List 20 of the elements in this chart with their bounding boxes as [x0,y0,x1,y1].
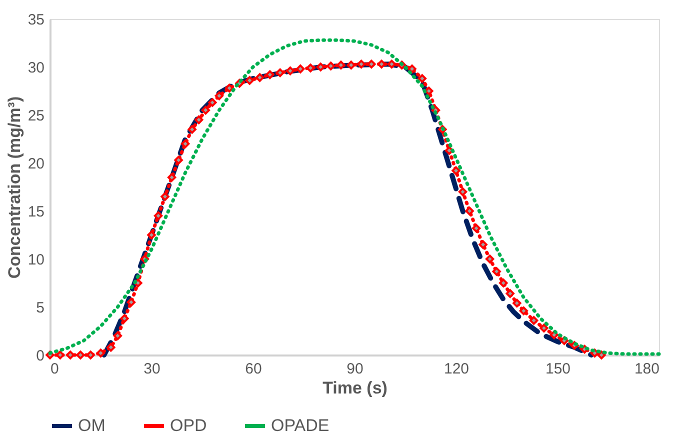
legend-label: OPADE [271,416,330,435]
legend-label: OPD [170,416,207,435]
x-tick-label: 0 [50,360,59,378]
y-tick-label: 25 [28,108,44,124]
legend-label: OM [78,416,106,435]
y-tick-label: 30 [28,60,44,76]
y-tick-label: 5 [36,300,44,316]
y-tick-label: 10 [28,252,44,268]
x-tick-label: 150 [545,360,571,378]
x-tick-label: 180 [634,360,660,378]
x-tick-label: 90 [346,360,364,378]
y-tick-label: 15 [28,204,44,220]
y-tick-label: 35 [28,12,44,28]
x-tick-label: 60 [245,360,262,378]
y-axis-title: Concentration (mg/m³) [4,96,24,279]
x-tick-label: 30 [144,360,160,378]
y-tick-label: 20 [28,156,44,172]
x-axis-title: Time (s) [322,378,388,398]
x-tick-label: 120 [444,360,470,378]
y-tick-label: 0 [36,348,44,364]
